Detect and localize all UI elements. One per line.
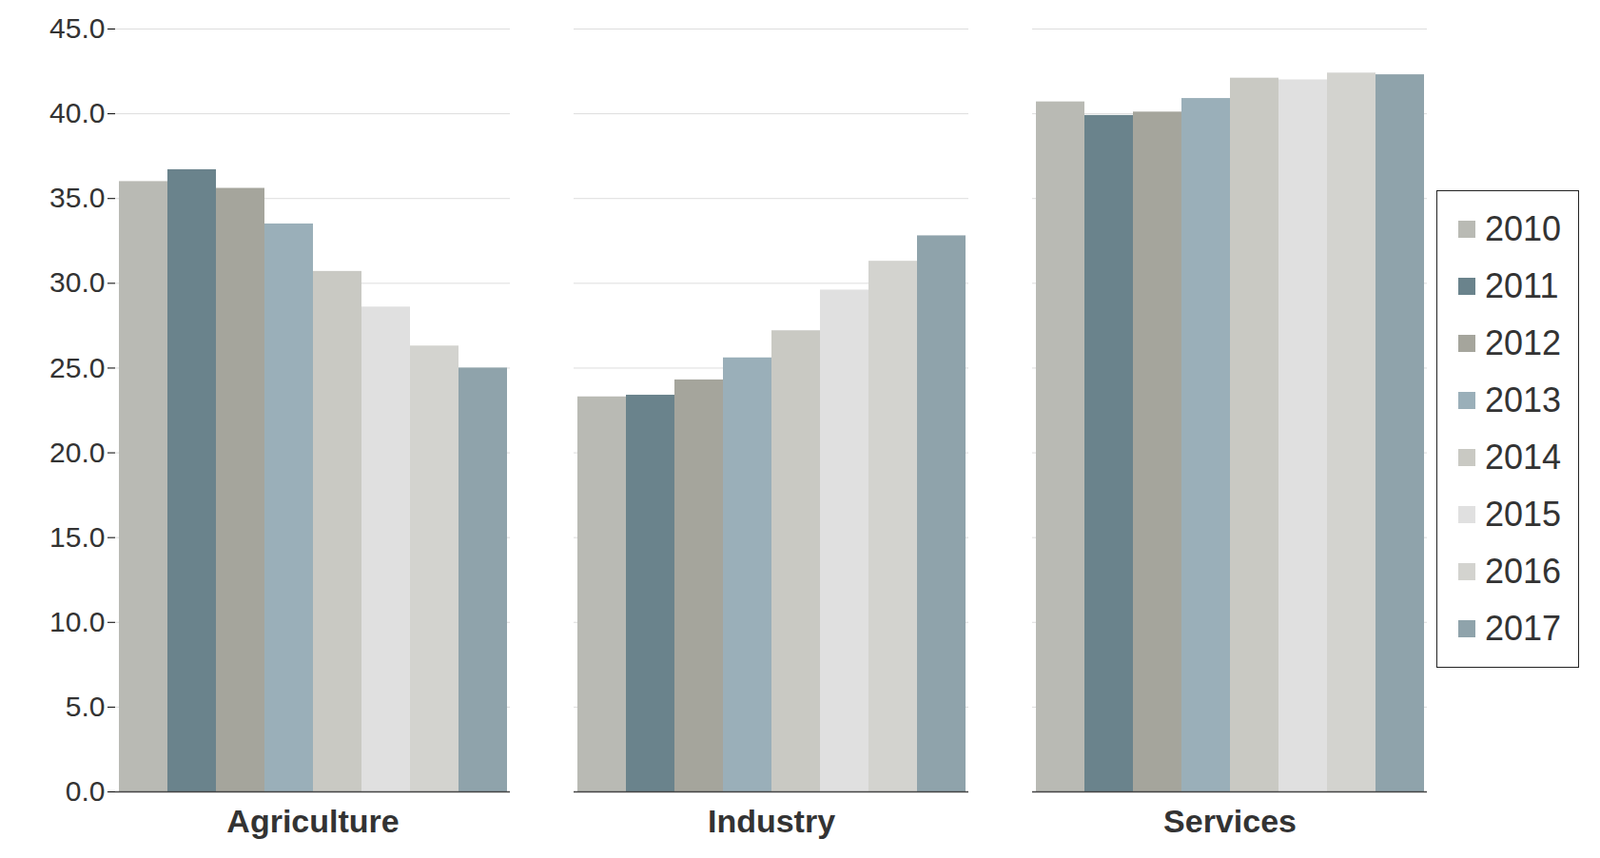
svg-text:40.0: 40.0 bbox=[49, 97, 105, 129]
html-text:2010: 2010 bbox=[1484, 209, 1562, 249]
html-text:2017: 2017 bbox=[1484, 608, 1562, 648]
svg-text:25.0: 25.0 bbox=[49, 351, 105, 384]
svg-text:5.0: 5.0 bbox=[65, 690, 106, 722]
html-text:2013: 2013 bbox=[1484, 380, 1562, 420]
svg-text:Agriculture: Agriculture bbox=[226, 802, 399, 840]
svg-text:0.0: 0.0 bbox=[65, 775, 106, 807]
svg-text:15.0: 15.0 bbox=[49, 521, 105, 553]
svg-text:Services: Services bbox=[1163, 802, 1297, 840]
svg-text:20.0: 20.0 bbox=[49, 436, 105, 469]
svg-text:30.0: 30.0 bbox=[49, 266, 105, 298]
svg-text:Industry: Industry bbox=[707, 802, 836, 840]
svg-text:45.0: 45.0 bbox=[49, 12, 105, 44]
html-text:2016: 2016 bbox=[1484, 551, 1562, 591]
svg-text:10.0: 10.0 bbox=[49, 605, 105, 638]
html-text:2012: 2012 bbox=[1484, 323, 1562, 363]
html-text:2011: 2011 bbox=[1484, 266, 1559, 306]
html-text:2015: 2015 bbox=[1484, 494, 1562, 534]
svg-text:35.0: 35.0 bbox=[49, 181, 105, 214]
html-text:2014: 2014 bbox=[1484, 437, 1562, 477]
